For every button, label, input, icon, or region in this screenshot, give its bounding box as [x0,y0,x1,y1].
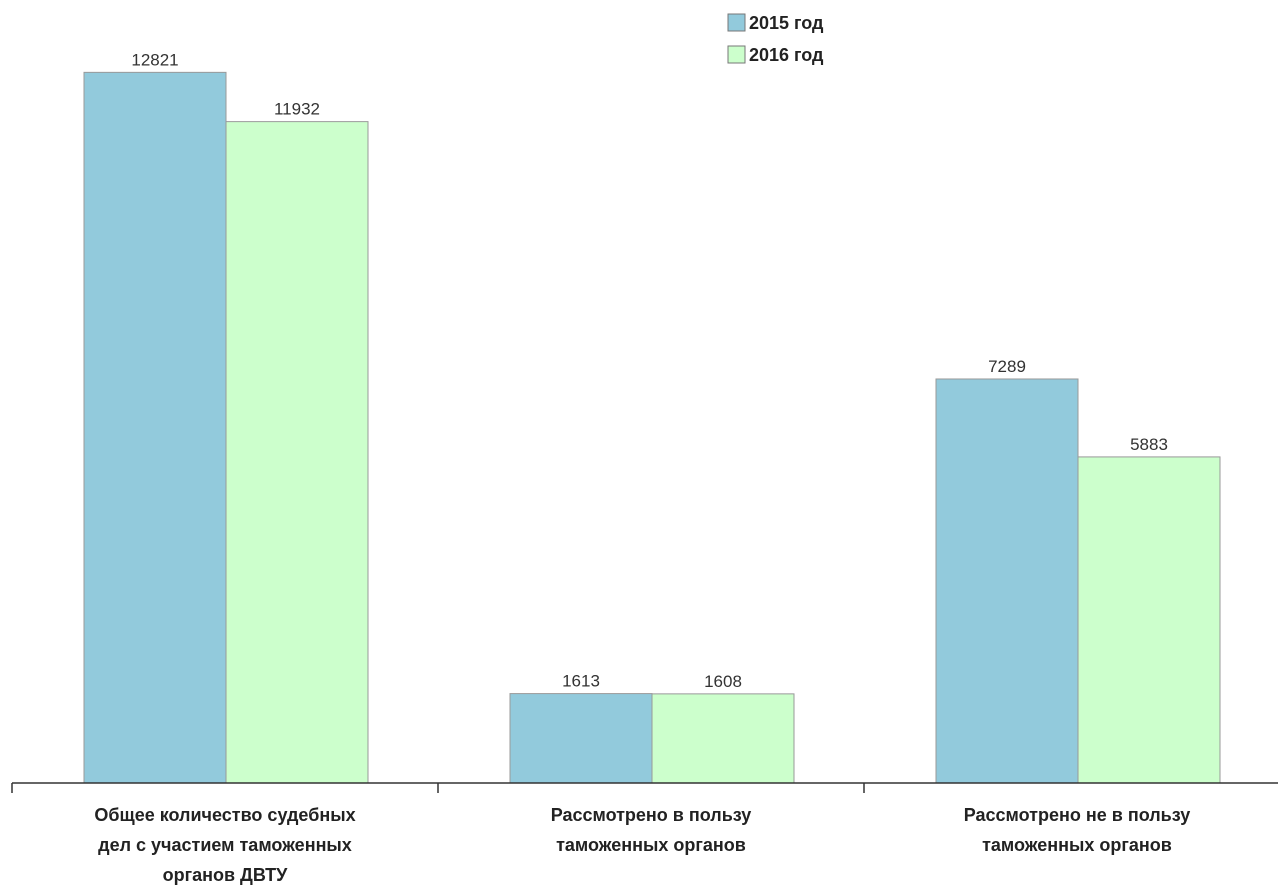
bar [509,693,653,784]
value-label: 1608 [704,672,742,691]
value-label: 1613 [562,672,600,691]
value-label: 12821 [131,50,178,69]
legend-label: 2015 год [749,13,824,33]
legend-swatch [727,45,746,64]
bar [1077,456,1221,784]
value-label: 7289 [988,357,1026,376]
legend-label: 2016 год [749,45,824,65]
value-label: 11932 [274,100,320,119]
x-tick-label: Общее количество судебных дел с участием… [94,805,356,885]
x-tick-label: Рассмотрено не в пользу таможенных орган… [963,805,1191,855]
bar [935,378,1079,784]
legend-swatch [727,13,746,32]
x-tick-label: Рассмотрено в пользу таможенных органов [550,805,752,855]
bar [83,71,227,784]
bar [225,121,369,784]
value-label: 5883 [1130,435,1168,454]
bar [651,693,795,784]
